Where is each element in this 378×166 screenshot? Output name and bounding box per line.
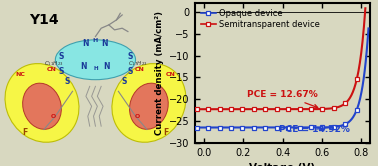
Text: CN: CN — [46, 67, 56, 72]
Text: S: S — [127, 67, 133, 76]
Text: S: S — [64, 77, 70, 86]
Text: S: S — [121, 77, 127, 86]
Ellipse shape — [130, 83, 168, 129]
Text: N: N — [102, 40, 108, 48]
Legend: Opaque device, Semitransparent device: Opaque device, Semitransparent device — [199, 7, 321, 31]
Text: NC: NC — [15, 72, 25, 77]
Text: N: N — [81, 62, 87, 71]
Text: $C_{17}H_{23}$: $C_{17}H_{23}$ — [128, 60, 147, 68]
Text: CN: CN — [166, 72, 176, 77]
Text: CN: CN — [135, 67, 144, 72]
Text: N: N — [104, 62, 110, 71]
Text: S: S — [127, 52, 133, 61]
Ellipse shape — [55, 40, 136, 80]
Y-axis label: Current density (mA/cm²): Current density (mA/cm²) — [155, 11, 164, 135]
Text: O: O — [135, 114, 140, 119]
Ellipse shape — [23, 83, 61, 129]
Text: $C_{11}H_{23}$: $C_{11}H_{23}$ — [43, 60, 63, 68]
Text: S: S — [58, 67, 64, 76]
Text: PCE = 14.92%: PCE = 14.92% — [279, 125, 350, 134]
Text: F: F — [22, 128, 28, 137]
Text: Y14: Y14 — [29, 13, 58, 27]
Text: O: O — [51, 114, 56, 119]
Text: N: N — [83, 40, 89, 48]
Text: S: S — [58, 52, 64, 61]
Text: H: H — [93, 38, 98, 43]
Text: PCE = 12.67%: PCE = 12.67% — [247, 90, 318, 108]
Text: H: H — [93, 66, 98, 71]
Ellipse shape — [5, 64, 79, 142]
Text: F: F — [163, 128, 169, 137]
Ellipse shape — [112, 64, 186, 142]
X-axis label: Voltage (V): Voltage (V) — [249, 163, 316, 166]
